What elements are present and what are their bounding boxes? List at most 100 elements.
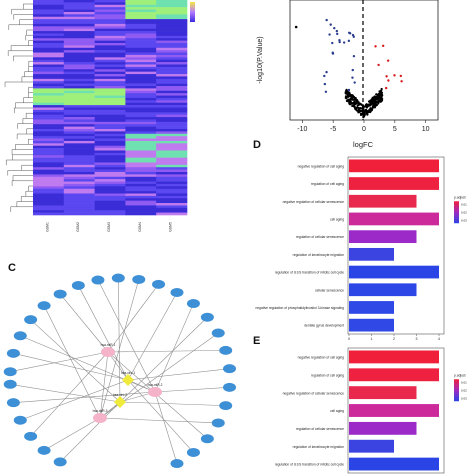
heatmap-cell	[125, 150, 157, 154]
heatmap-cell	[156, 97, 188, 101]
heatmap-cell	[125, 23, 157, 27]
heatmap-cell	[125, 195, 157, 199]
heatmap-cell	[94, 193, 126, 197]
heatmap-cell	[156, 157, 188, 161]
volcano-point-up	[400, 80, 403, 83]
volcano-point-ns	[359, 106, 362, 110]
heatmap-cell	[125, 188, 157, 192]
volcano-point-ns	[350, 94, 353, 97]
network-outer-node	[6, 348, 20, 358]
heatmap-cell	[156, 160, 188, 163]
network-hub-label: hsa-circ-2	[113, 393, 127, 397]
volcano-point-down	[352, 35, 355, 38]
volcano-point-up	[381, 44, 385, 48]
heatmap-cell	[125, 102, 157, 106]
bar-category-label: regulation of G1/S transition of mitotic…	[275, 463, 344, 467]
heatmap-cell	[94, 69, 126, 72]
volcano-point-down	[351, 68, 354, 72]
heatmap-cell	[156, 21, 188, 25]
heatmap-cell	[94, 188, 126, 192]
heatmap-cell	[63, 19, 95, 22]
heatmap-cell	[33, 7, 65, 10]
heatmap-cell	[63, 210, 95, 213]
heatmap-cell	[125, 7, 157, 10]
heatmap-cell	[94, 183, 126, 187]
heatmap-cell	[33, 38, 65, 41]
volcano-point-ns	[380, 91, 384, 94]
heatmap-cell	[94, 31, 126, 34]
heatmap-cell	[63, 114, 95, 118]
heatmap-cell	[125, 59, 157, 63]
heatmap-cell	[156, 148, 188, 151]
heatmap-cell	[63, 2, 95, 6]
volcano-point-ns	[357, 109, 361, 112]
heatmap-cell	[94, 119, 126, 123]
heatmap-cell	[125, 33, 157, 37]
heatmap-cell	[125, 90, 157, 94]
heatmap-cell	[156, 107, 188, 111]
heatmap-cell	[125, 62, 157, 65]
network-edge	[43, 417, 101, 451]
bar-category-label: negative regulation of phosphatidylinosi…	[255, 306, 344, 310]
heatmap-cell	[94, 114, 126, 118]
volcano-point-ns	[380, 98, 383, 101]
volcano-point-ns	[347, 92, 350, 95]
heatmap-cell	[125, 35, 157, 39]
volcano-ylabel: -log10(P.Value)	[257, 36, 264, 83]
heatmap-cell	[125, 9, 157, 13]
heatmap-cell	[156, 28, 188, 32]
heatmap-cell	[33, 26, 65, 29]
volcano-point-up	[384, 86, 388, 90]
heatmap-cell	[63, 167, 95, 170]
heatmap-cell	[156, 16, 188, 20]
heatmap-cell	[63, 57, 95, 61]
heatmap-cell	[94, 14, 126, 18]
heatmap-cell	[63, 54, 95, 58]
bar	[349, 159, 439, 173]
heatmap-cell	[125, 100, 157, 104]
volcano-point-ns	[357, 106, 360, 110]
heatmap-cell	[125, 148, 157, 151]
heatmap-cell	[63, 88, 95, 92]
heatmap-cell	[33, 62, 65, 65]
network-edge	[13, 353, 129, 381]
heatmap-cell	[125, 186, 157, 190]
network-edge	[107, 350, 226, 353]
volcano-point-down	[347, 31, 351, 34]
heatmap-cell	[156, 188, 188, 192]
network-outer-node	[211, 418, 225, 428]
volcano-point-ns	[351, 94, 355, 98]
heatmap-cell	[156, 50, 188, 53]
volcano-point-down	[338, 40, 341, 44]
bar-category-label: cellular senescence	[315, 288, 344, 292]
heatmap-cell	[63, 121, 95, 125]
heatmap-cell	[63, 112, 95, 115]
heatmap-cell	[156, 136, 188, 139]
heatmap-cell	[33, 179, 65, 182]
bar	[349, 194, 417, 208]
volcano-point-ns	[362, 115, 365, 118]
heatmap-cell	[94, 71, 126, 75]
heatmap-cell	[94, 152, 126, 156]
heatmap-cell	[125, 162, 157, 166]
heatmap-cell	[63, 109, 95, 113]
heatmap-cell	[156, 7, 188, 10]
heatmap-cell	[94, 126, 126, 130]
volcano-point-ns	[348, 98, 351, 101]
heatmap-cell	[63, 126, 95, 130]
volcano-point-ns	[346, 90, 349, 93]
heatmap-cell	[33, 212, 65, 216]
heatmap-cell	[94, 157, 126, 161]
heatmap-cell	[33, 126, 65, 130]
heatmap-cell	[94, 11, 126, 15]
volcano-point-ns	[355, 101, 358, 105]
heatmap-cell	[33, 160, 65, 163]
bar	[349, 212, 439, 226]
heatmap-cell	[156, 193, 188, 197]
network-outer-node	[53, 289, 67, 299]
heatmap-cell	[94, 16, 126, 20]
heatmap-cell	[156, 93, 188, 96]
heatmap-cell	[33, 169, 65, 173]
heatmap-cell	[156, 86, 188, 89]
volcano-point-down	[324, 90, 328, 93]
